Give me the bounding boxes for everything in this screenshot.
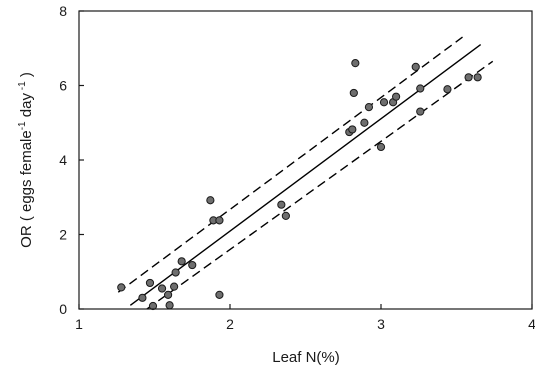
data-point xyxy=(170,282,179,291)
x-tick-label: 4 xyxy=(528,316,535,332)
data-point xyxy=(206,196,215,205)
data-point xyxy=(464,73,473,82)
y-tick-label: 6 xyxy=(59,78,67,94)
data-point xyxy=(177,257,186,266)
data-point xyxy=(416,84,425,93)
data-point xyxy=(364,103,374,112)
y-axis-title: OR ( eggs female-1 day -1 ) xyxy=(17,72,35,248)
x-tick-label: 2 xyxy=(226,316,234,332)
data-point xyxy=(188,260,197,270)
data-point xyxy=(443,85,452,94)
data-point xyxy=(281,211,290,220)
x-tick-label: 3 xyxy=(377,316,385,332)
data-point xyxy=(215,290,224,299)
data-point xyxy=(376,142,386,152)
data-point xyxy=(416,107,425,116)
data-point xyxy=(379,98,389,107)
data-point xyxy=(351,59,360,68)
data-point xyxy=(138,293,147,302)
y-tick-label: 4 xyxy=(59,152,67,168)
lower-confidence-line xyxy=(146,60,494,310)
axes: 1 2 3 4 0 2 4 6 8 xyxy=(59,3,535,332)
x-axis-title: Leaf N(%) xyxy=(272,349,340,366)
regression-line xyxy=(129,43,482,306)
data-point xyxy=(348,125,357,134)
data-point xyxy=(157,284,167,293)
data-point xyxy=(360,118,369,127)
x-tick-label: 1 xyxy=(75,316,83,332)
data-point xyxy=(349,88,358,98)
data-point xyxy=(165,301,174,310)
data-point xyxy=(117,283,126,292)
data-point xyxy=(145,278,155,288)
data-point xyxy=(473,73,482,82)
y-tick-label: 0 xyxy=(59,301,67,317)
data-point xyxy=(215,216,224,225)
upper-confidence-line xyxy=(117,36,463,293)
plot-frame xyxy=(78,10,533,310)
data-point xyxy=(277,200,286,209)
data-point xyxy=(163,290,173,299)
data-point xyxy=(411,62,420,71)
data-point xyxy=(392,92,401,101)
plot-area xyxy=(117,36,494,311)
data-point xyxy=(148,301,158,311)
data-point xyxy=(171,268,180,277)
y-tick-label: 2 xyxy=(59,227,67,243)
y-tick-label: 8 xyxy=(59,3,67,19)
